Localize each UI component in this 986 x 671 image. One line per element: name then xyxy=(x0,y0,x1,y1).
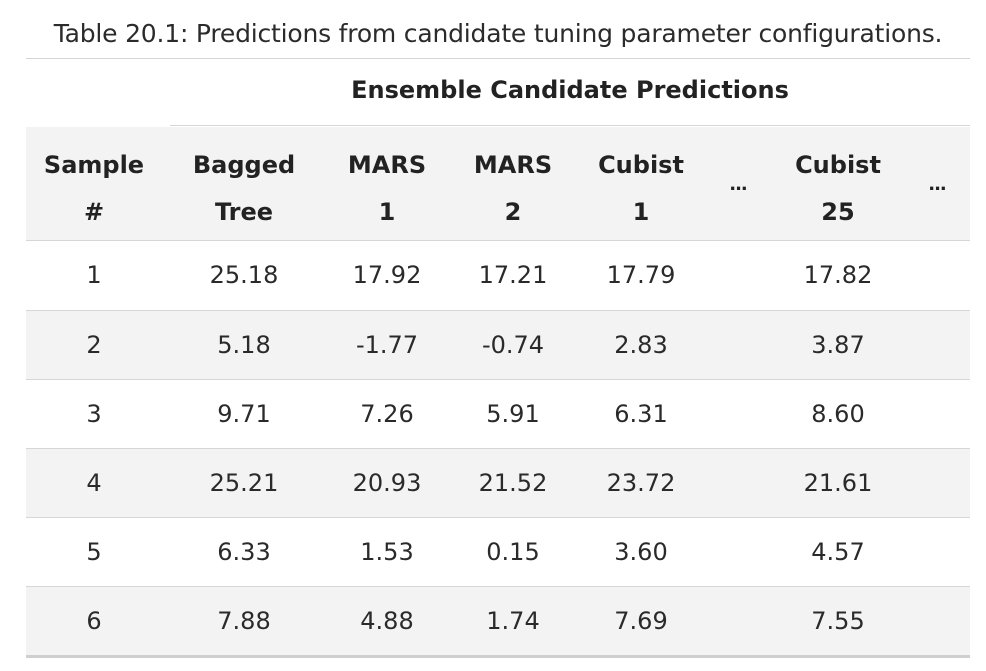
cell-cubist-1: 6.31 xyxy=(614,400,668,428)
row-divider xyxy=(26,517,970,518)
row-divider xyxy=(26,448,970,449)
cell-cubist-25: 21.61 xyxy=(803,469,873,497)
cell-mars-1: -1.77 xyxy=(355,331,419,359)
header-mars-1: MARS 1 xyxy=(347,151,427,226)
cell-mars-2: 0.15 xyxy=(486,538,540,566)
cell-mars-2: 1.74 xyxy=(486,607,540,635)
cell-sample: 5 xyxy=(86,538,102,566)
header-mars-2: MARS 2 xyxy=(473,151,553,226)
row-divider xyxy=(26,586,970,587)
cell-cubist-25: 17.82 xyxy=(803,261,873,289)
cell-sample: 2 xyxy=(86,331,102,359)
cell-sample: 3 xyxy=(86,400,102,428)
cell-bagged-tree: 25.21 xyxy=(209,469,279,497)
header-bottom-rule xyxy=(26,240,970,241)
cell-bagged-tree: 25.18 xyxy=(209,261,279,289)
top-rule xyxy=(26,58,970,59)
cell-mars-1: 20.93 xyxy=(352,469,422,497)
table-row: 2 5.18 -1.77 -0.74 2.83 3.87 xyxy=(26,311,970,380)
cell-mars-1: 17.92 xyxy=(352,261,422,289)
cell-bagged-tree: 6.33 xyxy=(217,538,271,566)
cell-mars-2: 5.91 xyxy=(486,400,540,428)
cell-sample: 4 xyxy=(86,469,102,497)
row-divider xyxy=(26,310,970,311)
header-row xyxy=(26,127,970,240)
cell-sample: 1 xyxy=(86,261,102,289)
cell-cubist-1: 17.79 xyxy=(606,261,676,289)
table-row: 1 25.18 17.92 17.21 17.79 17.82 xyxy=(26,241,970,310)
column-spanner: Ensemble Candidate Predictions xyxy=(351,76,789,104)
cell-cubist-1: 7.69 xyxy=(614,607,668,635)
cell-cubist-1: 3.60 xyxy=(614,538,668,566)
cell-mars-2: 17.21 xyxy=(478,261,548,289)
table-caption: Table 20.1: Predictions from candidate t… xyxy=(53,19,943,48)
cell-mars-1: 4.88 xyxy=(360,607,414,635)
table-bottom-rule xyxy=(26,655,970,658)
row-divider xyxy=(26,379,970,380)
cell-mars-2: -0.74 xyxy=(481,331,545,359)
header-ellipsis-2: ... xyxy=(928,174,946,195)
cell-sample: 6 xyxy=(86,607,102,635)
cell-mars-1: 7.26 xyxy=(360,400,414,428)
cell-mars-2: 21.52 xyxy=(478,469,548,497)
header-cubist-1: Cubist 1 xyxy=(598,151,684,226)
cell-cubist-25: 3.87 xyxy=(811,331,865,359)
header-sample: Sample # xyxy=(43,151,145,226)
header-bagged-tree: Bagged Tree xyxy=(192,151,296,226)
table-row: 5 6.33 1.53 0.15 3.60 4.57 xyxy=(26,518,970,587)
table-row: 4 25.21 20.93 21.52 23.72 21.61 xyxy=(26,449,970,518)
cell-mars-1: 1.53 xyxy=(360,538,414,566)
cell-cubist-25: 7.55 xyxy=(811,607,865,635)
cell-bagged-tree: 9.71 xyxy=(217,400,271,428)
cell-cubist-25: 8.60 xyxy=(811,400,865,428)
table-row: 3 9.71 7.26 5.91 6.31 8.60 xyxy=(26,380,970,449)
cell-cubist-1: 2.83 xyxy=(614,331,668,359)
table-row: 6 7.88 4.88 1.74 7.69 7.55 xyxy=(26,587,970,656)
spanner-rule xyxy=(170,125,970,126)
cell-bagged-tree: 5.18 xyxy=(217,331,271,359)
header-cubist-25: Cubist 25 xyxy=(795,151,881,226)
cell-bagged-tree: 7.88 xyxy=(217,607,271,635)
cell-cubist-1: 23.72 xyxy=(606,469,676,497)
cell-cubist-25: 4.57 xyxy=(811,538,865,566)
header-ellipsis-1: ... xyxy=(729,174,747,195)
